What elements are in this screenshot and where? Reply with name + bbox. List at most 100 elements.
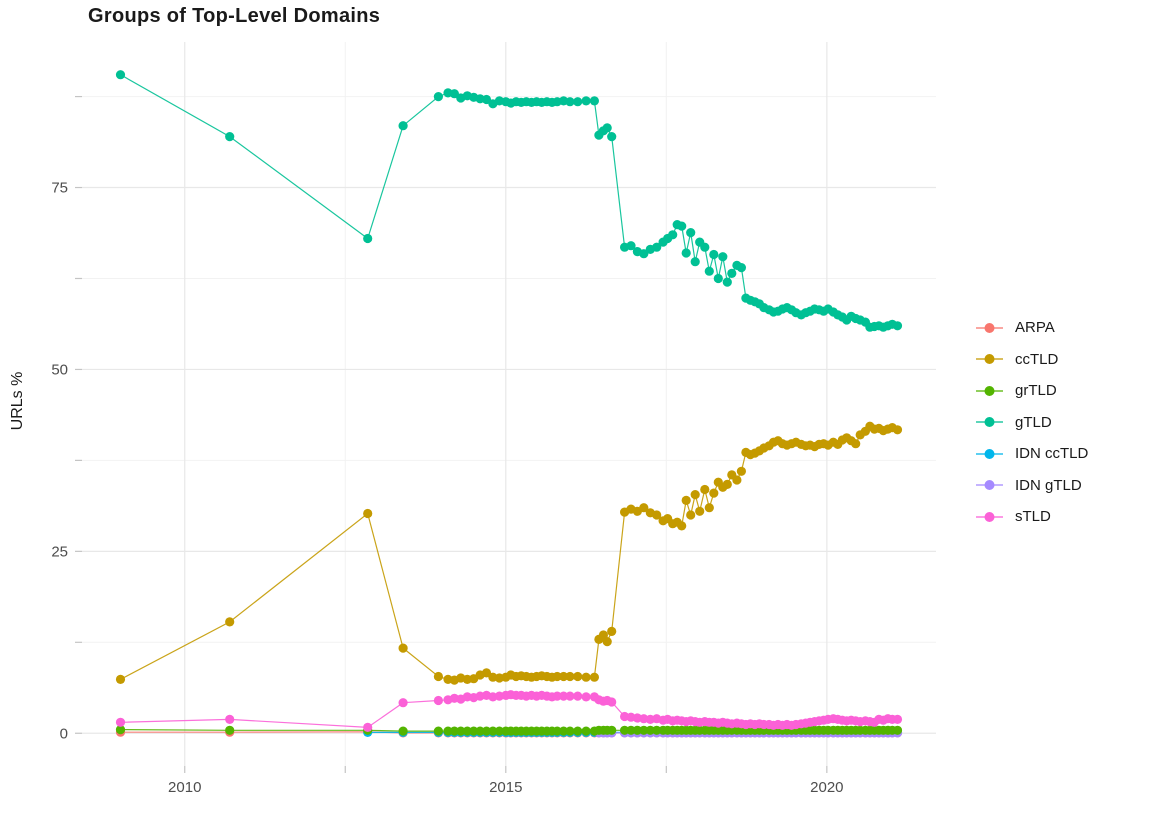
data-point (626, 241, 636, 251)
data-point (433, 726, 443, 736)
chart-title: Groups of Top-Level Domains (88, 5, 381, 27)
data-point (602, 637, 612, 647)
legend-label: ARPA (1015, 319, 1055, 337)
grid-minor (82, 42, 936, 766)
y-tick-label: 50 (51, 361, 68, 378)
data-point (851, 439, 861, 449)
data-point (398, 643, 408, 653)
data-point (736, 466, 747, 476)
data-point (433, 92, 443, 102)
data-point (732, 475, 742, 485)
legend-label: IDN ccTLD (1015, 445, 1089, 463)
legend-key-icon (976, 417, 1003, 428)
data-point (581, 672, 591, 682)
data-point (581, 726, 591, 736)
data-point (722, 277, 732, 287)
data-point (565, 691, 575, 701)
data-point (589, 96, 600, 106)
legend-item-grTLD: grTLD (976, 375, 1088, 407)
axis-labels: 2010 2015 2020 0 25 50 75 (51, 180, 843, 796)
data-point (565, 97, 575, 107)
data-point (225, 617, 235, 627)
data-point (718, 252, 728, 262)
data-point (559, 726, 569, 736)
data-point (581, 692, 591, 702)
legend-item-IDN-ccTLD: IDN ccTLD (976, 438, 1088, 470)
data-point (700, 484, 710, 495)
data-point (573, 726, 583, 736)
legend-label: gTLD (1015, 413, 1052, 431)
data-point (607, 626, 617, 637)
legend-key-icon (976, 480, 1003, 491)
data-point (607, 697, 617, 707)
legend-key-icon (976, 448, 1003, 459)
data-point (225, 132, 235, 142)
data-point (363, 233, 373, 244)
data-point (443, 726, 453, 736)
data-point (552, 691, 562, 701)
data-point (632, 725, 643, 735)
data-point (475, 726, 485, 736)
data-point (488, 726, 498, 736)
data-point (398, 698, 408, 708)
data-point (456, 726, 466, 736)
series-line-gTLD (120, 74, 898, 328)
data-point (709, 488, 719, 498)
data-point (469, 726, 479, 736)
data-point (552, 671, 562, 682)
legend-label: grTLD (1015, 382, 1057, 400)
data-point (722, 479, 732, 489)
data-point (713, 273, 723, 284)
data-point (620, 725, 630, 735)
data-point (552, 726, 562, 736)
data-point (639, 503, 649, 513)
legend-key-icon (976, 385, 1003, 396)
data-point (690, 490, 700, 500)
data-point (565, 726, 575, 736)
series-ccTLD (115, 421, 903, 685)
data-point (565, 671, 575, 682)
series-sTLD (115, 690, 903, 733)
data-point (695, 506, 705, 516)
data-point (559, 691, 569, 701)
data-point (589, 672, 600, 682)
data-point (892, 725, 903, 735)
data-point (652, 242, 662, 252)
data-point (639, 249, 649, 259)
legend-item-ccTLD: ccTLD (976, 344, 1088, 376)
data-point (709, 249, 719, 260)
data-point (639, 725, 649, 735)
data-point (677, 221, 687, 231)
grid-major (82, 42, 936, 766)
data-point (681, 495, 691, 505)
legend: ARPA ccTLD grTLD gTLD IDN ccTLD IDN gTLD sTLD (976, 312, 1088, 533)
legend-label: IDN gTLD (1015, 476, 1082, 494)
data-point (690, 257, 700, 267)
data-point (398, 121, 408, 131)
data-point (727, 268, 737, 278)
data-point (115, 725, 126, 735)
data-point (652, 725, 662, 735)
data-point (686, 510, 696, 520)
data-point (494, 726, 504, 736)
data-point (115, 717, 126, 727)
data-point (481, 726, 492, 736)
data-point (892, 425, 903, 435)
data-point (681, 248, 691, 258)
data-point (363, 722, 373, 733)
y-tick-label: 0 (60, 725, 68, 742)
data-point (607, 132, 617, 142)
data-point (668, 230, 678, 240)
data-point (736, 263, 747, 273)
data-point (573, 671, 583, 682)
legend-key-icon (976, 511, 1003, 522)
data-point (363, 508, 373, 519)
data-point (677, 521, 687, 531)
data-point (645, 725, 655, 735)
x-tick-label: 2010 (168, 779, 201, 796)
legend-key-icon (976, 354, 1003, 365)
y-tick-label: 75 (51, 180, 68, 197)
data-point (115, 70, 126, 80)
